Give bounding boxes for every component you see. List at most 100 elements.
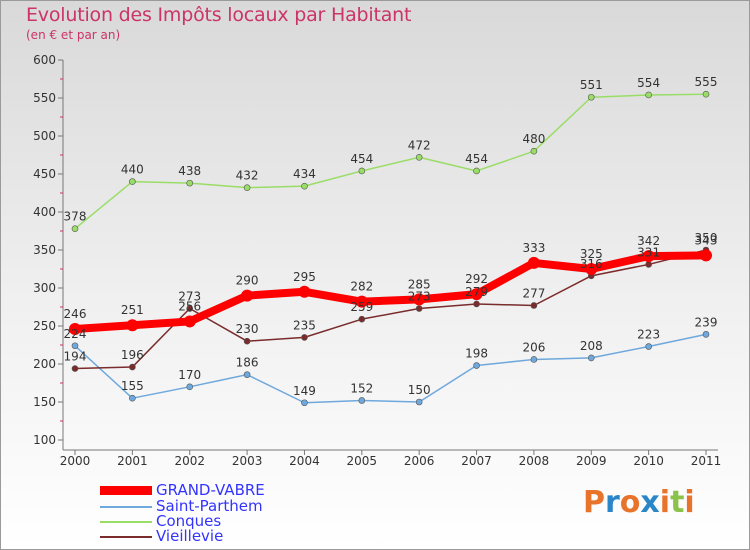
data-label-conques: 440 — [121, 163, 144, 177]
data-point-conques — [645, 91, 652, 99]
data-label-conques: 472 — [408, 138, 431, 152]
data-point-grand-vabre — [126, 319, 139, 332]
data-point-saint-parthem — [301, 399, 308, 407]
data-label-vieillevie: 194 — [64, 350, 87, 364]
y-tick-label: 600 — [33, 53, 56, 67]
data-label-vieillevie: 277 — [522, 286, 545, 300]
data-point-conques — [587, 93, 595, 101]
data-label-conques: 454 — [350, 152, 373, 166]
data-point-grand-vabre — [527, 256, 540, 269]
y-tick-label: 450 — [33, 167, 56, 181]
data-label-saint-parthem: 155 — [121, 379, 144, 393]
data-label-grand-vabre: 343 — [695, 233, 718, 247]
data-point-grand-vabre — [69, 323, 81, 336]
data-label-saint-parthem: 206 — [522, 340, 545, 354]
data-label-conques: 434 — [293, 167, 316, 181]
data-point-grand-vabre — [355, 295, 368, 308]
data-point-grand-vabre — [183, 315, 196, 328]
data-label-grand-vabre: 285 — [408, 277, 431, 291]
legend-swatch-conques — [100, 521, 152, 523]
legend-swatch-vieillevie — [100, 536, 152, 538]
data-label-conques: 454 — [465, 152, 488, 166]
data-label-vieillevie: 196 — [121, 348, 144, 362]
data-label-vieillevie: 230 — [236, 322, 259, 336]
legend-label-conques: Conques — [156, 512, 222, 530]
data-point-saint-parthem — [702, 331, 710, 338]
x-tick-label: 2011 — [691, 454, 722, 468]
y-tick-label: 350 — [33, 243, 56, 257]
data-label-grand-vabre: 333 — [522, 241, 545, 255]
data-label-conques: 551 — [580, 78, 603, 92]
data-label-conques: 438 — [178, 164, 201, 178]
legend-item-conques: Conques — [100, 512, 340, 531]
y-tick-label: 100 — [33, 433, 56, 447]
data-label-grand-vabre: 256 — [178, 299, 201, 313]
data-label-saint-parthem: 186 — [236, 356, 259, 370]
data-label-saint-parthem: 152 — [350, 381, 373, 395]
legend-item-saint-parthem: Saint-Parthem — [100, 497, 340, 516]
data-point-saint-parthem — [587, 354, 595, 362]
data-point-vieillevie — [358, 315, 366, 323]
data-point-saint-parthem — [71, 342, 79, 350]
data-label-conques: 378 — [64, 210, 87, 224]
series-line-conques — [74, 93, 707, 230]
data-label-grand-vabre: 342 — [637, 234, 660, 248]
data-point-conques — [358, 167, 366, 175]
data-point-conques — [530, 147, 538, 155]
data-label-grand-vabre: 282 — [350, 280, 373, 294]
data-label-grand-vabre: 251 — [121, 303, 144, 317]
x-tick-label: 2005 — [347, 454, 378, 468]
y-tick-label: 550 — [33, 91, 56, 105]
data-point-vieillevie — [71, 365, 79, 372]
data-label-grand-vabre: 325 — [580, 247, 603, 261]
data-point-conques — [473, 167, 480, 175]
data-label-vieillevie: 350 — [695, 231, 718, 245]
data-label-grand-vabre: 295 — [293, 270, 316, 284]
data-point-vieillevie — [129, 363, 136, 371]
x-tick-label: 2009 — [576, 454, 607, 468]
data-point-vieillevie — [301, 334, 308, 341]
data-label-vieillevie: 331 — [637, 245, 660, 259]
data-point-vieillevie — [473, 300, 480, 308]
legend-swatch-grand-vabre — [100, 486, 152, 495]
data-point-grand-vabre — [642, 250, 655, 263]
logo-letter: P — [583, 485, 605, 520]
y-tick-label: 150 — [33, 395, 56, 409]
data-point-grand-vabre — [413, 293, 426, 306]
data-point-saint-parthem — [243, 371, 251, 378]
data-point-conques — [186, 179, 194, 187]
data-point-grand-vabre — [585, 263, 598, 275]
y-tick-label: 400 — [33, 205, 56, 219]
data-point-conques — [301, 182, 308, 190]
logo-letter: x — [640, 485, 660, 520]
legend-swatch-saint-parthem — [100, 506, 152, 508]
data-label-vieillevie: 273 — [178, 290, 201, 304]
data-label-grand-vabre: 292 — [465, 272, 488, 286]
x-tick-label: 2007 — [461, 454, 492, 468]
x-tick-label: 2000 — [60, 454, 91, 468]
data-label-vieillevie: 273 — [408, 290, 431, 304]
series-line-grand-vabre — [71, 251, 710, 334]
data-point-conques — [243, 184, 251, 191]
logo-letter: o — [619, 485, 641, 520]
data-point-vieillevie — [243, 337, 251, 345]
y-tick-label: 300 — [33, 281, 56, 295]
x-tick-label: 2006 — [404, 454, 435, 468]
data-point-conques — [415, 153, 423, 161]
legend-item-vieillevie: Vieillevie — [100, 527, 340, 546]
data-label-saint-parthem: 224 — [64, 327, 87, 341]
x-tick-label: 2010 — [633, 454, 664, 468]
x-tick-label: 2001 — [117, 454, 148, 468]
data-label-saint-parthem: 208 — [580, 339, 603, 353]
data-label-grand-vabre: 246 — [64, 307, 87, 321]
logo-letter: t — [670, 485, 685, 520]
data-label-vieillevie: 279 — [465, 285, 488, 299]
data-point-saint-parthem — [530, 356, 538, 363]
legend-item-grand-vabre: GRAND-VABRE — [100, 481, 340, 500]
data-point-vieillevie — [530, 302, 538, 309]
data-label-conques: 555 — [695, 75, 718, 89]
legend-label-grand-vabre: GRAND-VABRE — [156, 481, 265, 499]
data-point-conques — [702, 90, 710, 98]
